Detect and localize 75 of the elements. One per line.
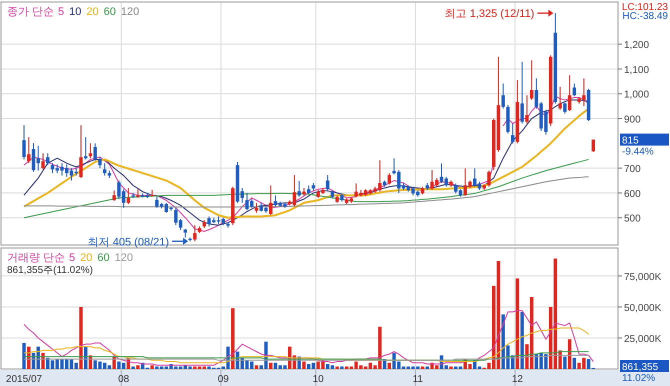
y-tick-label: 75,000K	[624, 272, 662, 283]
candlestick	[530, 60, 534, 100]
y-tick-label: 500	[624, 214, 642, 225]
candlestick	[520, 61, 524, 124]
x-tick-label: 08	[118, 374, 130, 385]
text: LC:101.23	[622, 2, 668, 13]
legend-title: 거래량 단순	[7, 252, 66, 264]
candlestick	[568, 74, 572, 112]
line-series	[24, 310, 594, 366]
candlestick	[84, 136, 88, 160]
candlestick	[510, 123, 514, 144]
x-tick-label: 11	[412, 374, 424, 385]
candlestick	[269, 184, 272, 216]
text: 5	[58, 6, 64, 18]
y-tick-label: 700	[624, 164, 642, 176]
candlestick	[46, 152, 50, 166]
candlestick	[326, 174, 330, 191]
y-tick-label: 25,000K	[624, 334, 662, 345]
text: 10	[69, 6, 82, 18]
candlestick	[501, 83, 505, 110]
y-tick-label: 600	[624, 188, 642, 200]
y-tick-label: 900	[624, 114, 642, 126]
bar	[150, 365, 154, 369]
y-tick-label: 1,000	[624, 90, 650, 101]
candlestick	[297, 180, 301, 198]
text: 120	[120, 6, 140, 18]
annotation: 861,355주(11.02%)	[7, 265, 93, 276]
y-tick-label: 1,200	[624, 40, 650, 52]
candlestick	[93, 142, 97, 162]
bar	[516, 278, 520, 369]
x-tick-label: 10	[312, 374, 324, 385]
text: 5	[69, 252, 76, 264]
bar	[79, 306, 83, 369]
bar	[136, 365, 140, 369]
candlestick	[98, 156, 102, 169]
line-series	[24, 158, 590, 218]
text: 60	[97, 252, 110, 264]
candlestick	[592, 139, 596, 153]
bar	[520, 312, 524, 369]
candlestick	[558, 86, 562, 110]
candlestick	[487, 170, 491, 188]
text: 20	[86, 6, 99, 18]
candlestick	[525, 94, 529, 124]
candlestick	[79, 124, 83, 179]
bar	[563, 356, 567, 369]
legend-title: 종가 단순	[7, 6, 54, 18]
candlestick	[388, 172, 392, 185]
text: -9.44%	[622, 146, 654, 158]
bar	[302, 362, 306, 369]
candlestick	[572, 83, 576, 97]
bar	[568, 339, 572, 369]
candlestick	[102, 162, 106, 176]
candlestick	[563, 102, 567, 114]
text: HC:-38.49	[622, 11, 668, 22]
text: 120	[114, 252, 134, 264]
x-tick-label: 12	[512, 374, 524, 385]
bar	[269, 362, 272, 369]
bar	[231, 308, 234, 369]
bar	[388, 362, 392, 369]
x-tick-label: 2015/07	[6, 374, 43, 385]
bar	[572, 358, 576, 369]
y-tick-label: 50,000K	[624, 302, 662, 314]
annotation: 최고 1,325 (12/11)	[444, 8, 534, 20]
candlestick	[112, 190, 116, 202]
x-tick-label: 09	[218, 374, 230, 385]
candlestick	[193, 224, 197, 242]
text: 20	[80, 252, 92, 264]
annotation: 최저 405 (08/21)	[88, 236, 170, 248]
candlestick	[27, 136, 30, 164]
text: 861,355	[622, 362, 659, 373]
text: 815	[622, 136, 640, 147]
y-tick-label: 1,100	[624, 64, 650, 76]
candlestick	[126, 187, 130, 205]
text: 11.02%	[622, 373, 656, 384]
text: 60	[104, 6, 116, 18]
